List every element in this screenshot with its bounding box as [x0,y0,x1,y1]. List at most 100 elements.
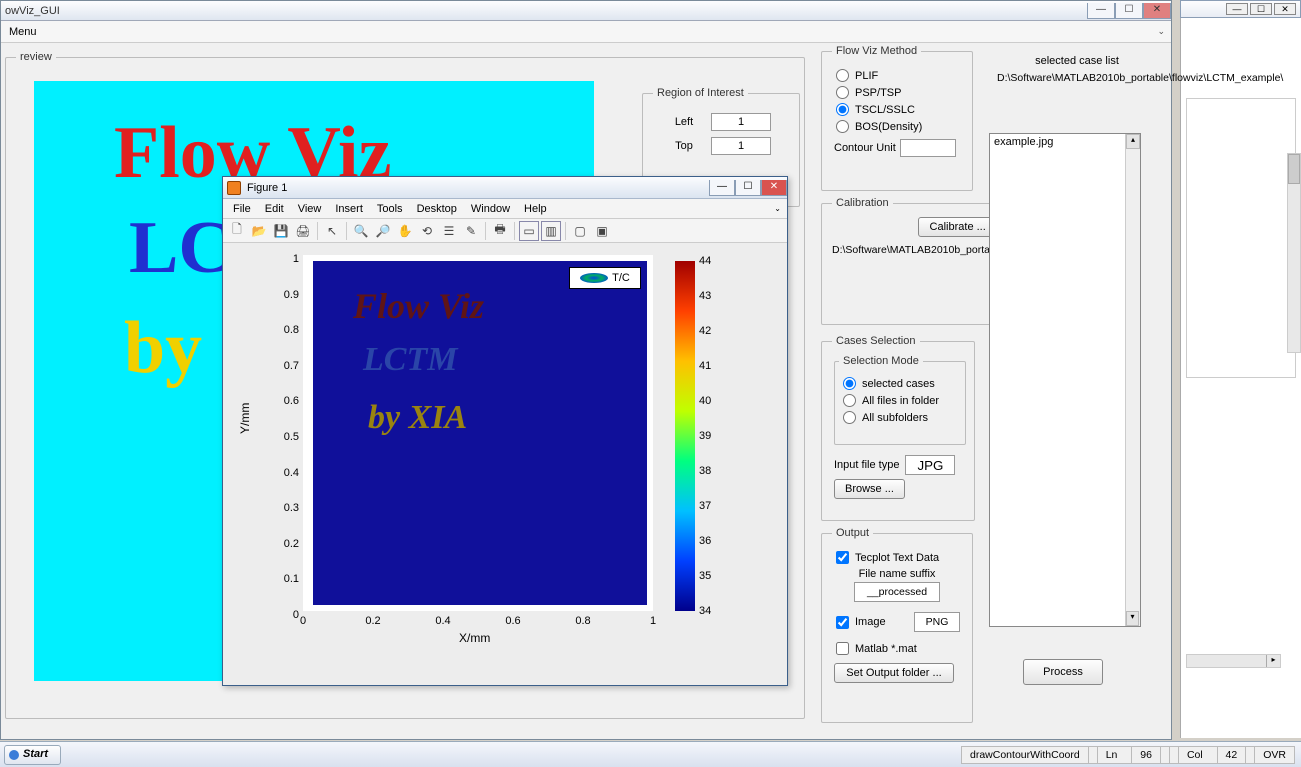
method-bos-label: BOS(Density) [855,121,922,133]
scroll-up-icon[interactable]: ▴ [1126,134,1140,149]
y-tick: 0.9 [284,289,299,301]
method-psp-radio[interactable] [836,86,849,99]
figure-minimize-button[interactable]: — [709,180,735,196]
scroll-down-icon[interactable]: ▾ [1126,611,1139,626]
figure-menu-chevron-icon[interactable]: ⌄ [774,204,781,213]
contour-unit-input[interactable] [900,139,956,157]
insert-colorbar-icon[interactable]: ▭ [519,221,539,241]
colorbar-tick: 43 [699,290,711,302]
output-legend: Output [832,527,873,539]
case-listbox[interactable]: example.jpg ▴ ▾ [989,133,1141,627]
method-tscl-radio[interactable] [836,103,849,116]
selmode-folder-radio[interactable] [843,394,856,407]
legend-text: T/C [612,272,630,284]
new-figure-icon[interactable]: 🗋 [227,221,247,241]
status-ovr: OVR [1254,746,1295,764]
figure-maximize-button[interactable]: ☐ [735,180,761,196]
zoom-out-icon[interactable]: 🔎 [373,221,393,241]
heatmap: Flow Viz LCTM by XIA T/C [313,261,647,605]
figure-close-button[interactable]: ✕ [761,180,787,196]
data-cursor-icon[interactable]: ☰ [439,221,459,241]
x-tick: 0.8 [575,615,590,627]
brush-icon[interactable]: ✎ [461,221,481,241]
process-button[interactable]: Process [1023,659,1103,685]
maximize-button[interactable]: ☐ [1115,3,1143,19]
method-plif-radio[interactable] [836,69,849,82]
suffix-input[interactable] [854,582,940,602]
x-tick: 0.6 [505,615,520,627]
image-format-input[interactable] [914,612,960,632]
status-filename: drawContourWithCoord [961,746,1088,764]
tecplot-label: Tecplot Text Data [855,552,939,564]
edit-plot-icon[interactable]: ↖ [322,221,342,241]
figure-title: Figure 1 [247,182,287,194]
figure-menu-help[interactable]: Help [524,203,547,215]
legend-box[interactable]: T/C [569,267,641,289]
colorbar-tick: 41 [699,360,711,372]
calibrate-button[interactable]: Calibrate ... [918,217,998,237]
y-tick: 0 [293,609,299,621]
selection-mode-group: Selection Mode selected cases All files … [834,355,966,445]
calibration-legend: Calibration [832,197,893,209]
colorbar [675,261,695,611]
browse-button[interactable]: Browse ... [834,479,905,499]
toolbar-separator [317,222,318,240]
figure-menu-file[interactable]: File [233,203,251,215]
figure-window: Figure 1 — ☐ ✕ File Edit View Insert Too… [222,176,788,686]
bg-hscroll[interactable]: ▸ [1186,654,1281,668]
axes: Flow Viz LCTM by XIA T/C [303,255,653,611]
roi-left-input[interactable] [711,113,771,131]
status-col: Col 42 [1169,746,1254,764]
minimize-button[interactable]: — [1087,3,1115,19]
colorbar-tick: 35 [699,570,711,582]
set-output-folder-button[interactable]: Set Output folder ... [834,663,954,683]
figure-titlebar[interactable]: Figure 1 — ☐ ✕ [223,177,787,199]
rotate-icon[interactable]: ⟲ [417,221,437,241]
cases-group: Cases Selection Selection Mode selected … [821,335,975,521]
y-tick: 1 [293,253,299,265]
method-bos-radio[interactable] [836,120,849,133]
bg-close-button[interactable]: ✕ [1274,3,1296,15]
open-icon[interactable]: 📂 [249,221,269,241]
tecplot-checkbox[interactable] [836,551,849,564]
show-plot-tools-icon[interactable]: ▣ [592,221,612,241]
bg-vscroll[interactable] [1287,153,1301,353]
y-tick: 0.8 [284,324,299,336]
hide-plot-tools-icon[interactable]: ▢ [570,221,590,241]
input-filetype-input[interactable] [905,455,955,475]
image-checkbox[interactable] [836,616,849,629]
print-icon[interactable]: 🖨 [293,221,313,241]
listbox-scrollbar[interactable]: ▴ ▾ [1125,134,1140,626]
menu-item[interactable]: Menu [9,26,37,38]
figure-menu-view[interactable]: View [298,203,322,215]
figure-menu-insert[interactable]: Insert [335,203,363,215]
figure-menu-window[interactable]: Window [471,203,510,215]
save-icon[interactable]: 💾 [271,221,291,241]
list-item[interactable]: example.jpg [990,134,1140,150]
toolbar-separator [485,222,486,240]
y-tick: 0.5 [284,431,299,443]
menubar-chevron-icon[interactable]: ⌄ [1157,26,1165,37]
toolbar-separator [514,222,515,240]
colorbar-tick: 34 [699,605,711,617]
link-icon[interactable]: 🖶 [490,221,510,241]
roi-top-input[interactable] [711,137,771,155]
menubar: Menu ⌄ [1,21,1171,43]
pan-icon[interactable]: ✋ [395,221,415,241]
zoom-in-icon[interactable]: 🔍 [351,221,371,241]
selmode-selected-radio[interactable] [843,377,856,390]
x-tick: 1 [650,615,656,627]
insert-legend-icon[interactable]: ▥ [541,221,561,241]
figure-menu-desktop[interactable]: Desktop [417,203,457,215]
figure-menu-edit[interactable]: Edit [265,203,284,215]
image-label: Image [855,616,886,628]
selmode-subfolders-radio[interactable] [843,411,856,424]
bg-minimize-button[interactable]: — [1226,3,1248,15]
bg-maximize-button[interactable]: ☐ [1250,3,1272,15]
start-button[interactable]: Start [4,745,61,765]
y-axis-label: Y/mm [238,403,252,434]
figure-menu-tools[interactable]: Tools [377,203,403,215]
matlab-checkbox[interactable] [836,642,849,655]
titlebar[interactable]: owViz_GUI — ☐ ✕ [1,1,1171,21]
close-button[interactable]: ✕ [1143,3,1171,19]
